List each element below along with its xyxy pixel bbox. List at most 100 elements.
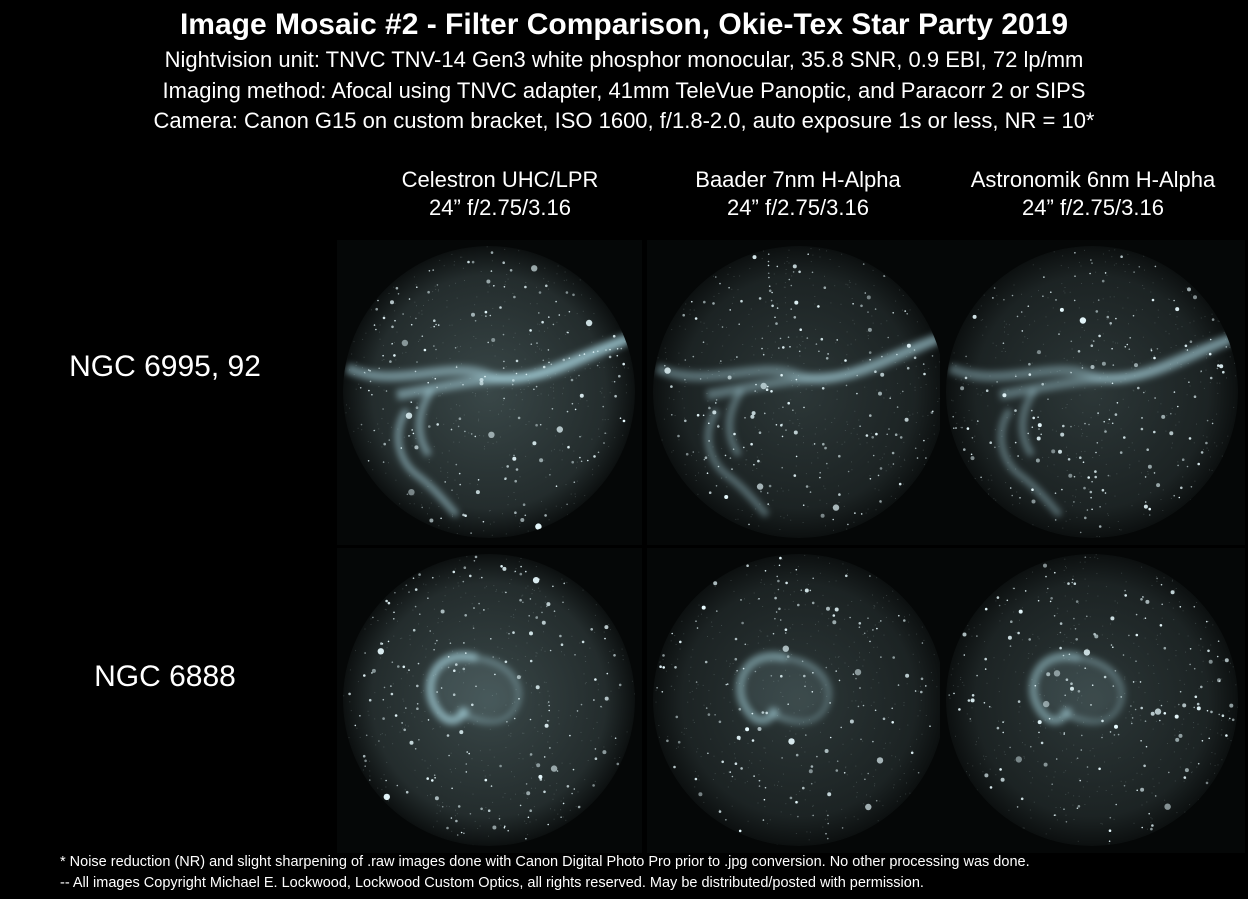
star (717, 425, 720, 428)
star (1206, 419, 1209, 422)
star (781, 466, 783, 469)
star (741, 621, 744, 625)
star (1065, 821, 1068, 823)
star (444, 481, 446, 483)
star (462, 580, 465, 583)
star (705, 707, 708, 709)
star (484, 375, 486, 378)
star (1160, 583, 1163, 586)
star (543, 790, 546, 794)
star (471, 703, 474, 707)
star (474, 320, 477, 322)
column-header-celestron: Celestron UHC/LPR 24” f/2.75/3.16 (350, 166, 650, 222)
star (802, 504, 805, 507)
star (1043, 762, 1048, 767)
star (381, 643, 384, 645)
star (1131, 722, 1133, 725)
star (684, 419, 687, 423)
star (416, 707, 419, 710)
star (932, 410, 934, 413)
star (736, 669, 738, 672)
star (824, 446, 827, 450)
star (367, 460, 370, 462)
star (1089, 490, 1093, 494)
star (963, 448, 966, 451)
star (449, 642, 452, 644)
star (454, 347, 457, 349)
star (1073, 299, 1076, 302)
photo-ngc6888-baader (647, 548, 952, 853)
star (1112, 685, 1115, 687)
star (1169, 431, 1174, 436)
star (704, 660, 708, 664)
star (875, 432, 878, 436)
star (468, 752, 470, 755)
star (562, 358, 566, 362)
star (1153, 356, 1156, 360)
column-filter-name: Astronomik 6nm H-Alpha (970, 167, 1216, 192)
subtitle-camera: Camera: Canon G15 on custom bracket, ISO… (153, 108, 1095, 133)
star (812, 672, 814, 674)
star (677, 434, 680, 438)
star (541, 620, 546, 625)
star (390, 300, 394, 305)
star (1063, 808, 1065, 810)
star (832, 620, 837, 625)
star (910, 751, 914, 755)
star (671, 632, 673, 635)
star (740, 767, 743, 770)
star (1156, 348, 1159, 350)
star (503, 286, 506, 288)
star (867, 311, 869, 313)
star (369, 370, 371, 372)
star (829, 702, 831, 704)
star (616, 348, 619, 350)
star (592, 784, 595, 787)
star (702, 414, 705, 417)
star (798, 350, 801, 353)
star (1092, 340, 1095, 342)
star (1013, 587, 1015, 590)
star (587, 459, 589, 462)
star (1081, 367, 1084, 369)
star (525, 783, 528, 785)
star (1208, 352, 1212, 356)
star (777, 588, 780, 591)
star (712, 302, 715, 305)
star (984, 607, 988, 611)
star (1083, 649, 1091, 656)
star (824, 749, 829, 753)
star (593, 455, 596, 458)
star (847, 470, 850, 473)
star (760, 490, 762, 493)
star (515, 359, 519, 363)
star (753, 463, 755, 466)
star (781, 757, 783, 759)
star (581, 640, 585, 644)
star (485, 315, 487, 317)
star (860, 304, 863, 308)
star (698, 792, 703, 797)
star (816, 755, 818, 758)
star (546, 602, 551, 607)
star (1135, 613, 1138, 616)
star (998, 604, 1001, 607)
star (463, 832, 465, 835)
star (804, 588, 809, 593)
star (1108, 840, 1111, 842)
star (787, 336, 790, 338)
star (892, 312, 894, 314)
star (662, 654, 665, 657)
star (1054, 519, 1057, 521)
star (1179, 690, 1182, 693)
star (354, 724, 357, 727)
star (764, 412, 766, 415)
star (1108, 418, 1111, 421)
star (977, 420, 979, 422)
star (604, 696, 609, 701)
nebula-filament (394, 407, 460, 518)
star (491, 338, 496, 342)
star (845, 384, 848, 387)
star (903, 619, 906, 622)
star (1011, 294, 1014, 297)
